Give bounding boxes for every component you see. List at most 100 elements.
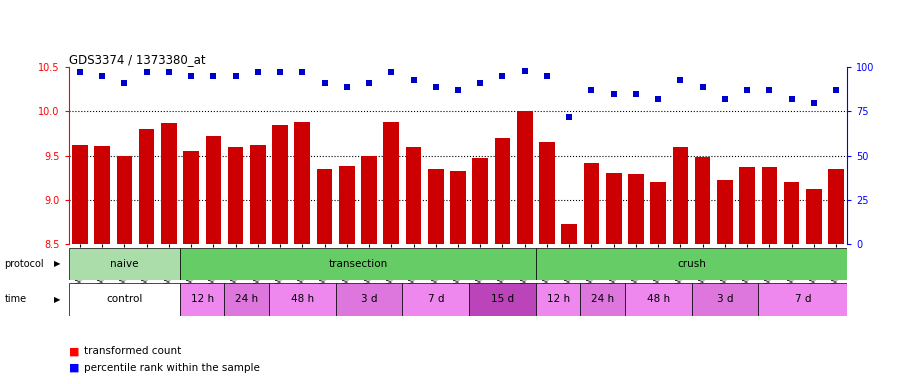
Text: 48 h: 48 h xyxy=(290,294,314,305)
Point xyxy=(184,73,199,79)
Bar xyxy=(540,142,555,244)
Bar xyxy=(517,111,532,244)
Bar xyxy=(94,146,110,244)
Point xyxy=(340,84,354,90)
Bar xyxy=(406,147,421,244)
Point xyxy=(518,68,532,74)
Point xyxy=(584,87,599,93)
Bar xyxy=(581,283,625,316)
Bar xyxy=(361,156,376,244)
Text: naive: naive xyxy=(110,259,138,269)
Bar xyxy=(536,248,847,280)
Point xyxy=(295,70,310,76)
Bar xyxy=(317,169,333,244)
Text: 3 d: 3 d xyxy=(361,294,377,305)
Point xyxy=(317,80,332,86)
Bar xyxy=(294,122,310,244)
Point xyxy=(94,73,109,79)
Bar xyxy=(450,171,465,244)
Point xyxy=(473,80,487,86)
Point xyxy=(651,96,666,102)
Bar xyxy=(69,283,180,316)
Text: GDS3374 / 1373380_at: GDS3374 / 1373380_at xyxy=(69,53,205,66)
Text: ▶: ▶ xyxy=(54,295,60,304)
Point xyxy=(117,80,132,86)
Bar xyxy=(495,138,510,244)
Bar xyxy=(695,157,711,244)
Point xyxy=(740,87,755,93)
Bar xyxy=(183,151,199,244)
Bar xyxy=(672,147,688,244)
Text: control: control xyxy=(106,294,143,305)
Text: 12 h: 12 h xyxy=(191,294,213,305)
Bar xyxy=(269,283,335,316)
Text: 24 h: 24 h xyxy=(591,294,614,305)
Bar xyxy=(335,283,402,316)
Bar xyxy=(339,166,354,244)
Text: crush: crush xyxy=(677,259,706,269)
Text: 7 d: 7 d xyxy=(428,294,444,305)
Bar xyxy=(250,145,266,244)
Point xyxy=(161,70,176,76)
Point xyxy=(250,70,265,76)
Text: transection: transection xyxy=(328,259,387,269)
Point xyxy=(72,70,87,76)
Text: ■: ■ xyxy=(69,363,79,373)
Bar xyxy=(536,283,581,316)
Bar xyxy=(473,158,488,244)
Text: 12 h: 12 h xyxy=(547,294,570,305)
Bar xyxy=(650,182,666,244)
Text: ▶: ▶ xyxy=(54,260,60,268)
Text: protocol: protocol xyxy=(5,259,44,269)
Bar xyxy=(739,167,755,244)
Point xyxy=(139,70,154,76)
Point xyxy=(273,70,288,76)
Point xyxy=(807,99,822,106)
Bar xyxy=(784,182,800,244)
Bar xyxy=(139,129,154,244)
Point xyxy=(628,91,643,97)
Point xyxy=(717,96,732,102)
Text: 24 h: 24 h xyxy=(235,294,258,305)
Point xyxy=(384,70,398,76)
Bar xyxy=(384,122,399,244)
Point xyxy=(784,96,799,102)
Bar xyxy=(180,248,536,280)
Text: 7 d: 7 d xyxy=(794,294,811,305)
Point xyxy=(496,73,510,79)
Text: time: time xyxy=(5,294,27,305)
Text: 48 h: 48 h xyxy=(647,294,670,305)
Bar xyxy=(228,147,244,244)
Point xyxy=(406,76,420,83)
Point xyxy=(451,87,465,93)
Text: percentile rank within the sample: percentile rank within the sample xyxy=(84,363,260,373)
Bar xyxy=(583,162,599,244)
Bar xyxy=(69,248,180,280)
Bar xyxy=(761,167,777,244)
Point xyxy=(540,73,554,79)
Bar xyxy=(717,180,733,244)
Point xyxy=(762,87,777,93)
Bar xyxy=(625,283,692,316)
Bar xyxy=(72,145,88,244)
Text: ■: ■ xyxy=(69,346,79,356)
Bar xyxy=(428,169,443,244)
Text: 15 d: 15 d xyxy=(491,294,514,305)
Bar xyxy=(628,174,644,244)
Bar xyxy=(180,283,224,316)
Bar xyxy=(161,123,177,244)
Bar xyxy=(205,136,221,244)
Bar xyxy=(272,125,288,244)
Point xyxy=(562,114,576,120)
Bar xyxy=(828,169,844,244)
Point xyxy=(228,73,243,79)
Point xyxy=(429,84,443,90)
Bar xyxy=(469,283,536,316)
Bar xyxy=(806,189,822,244)
Point xyxy=(606,91,621,97)
Point xyxy=(206,73,221,79)
Point xyxy=(362,80,376,86)
Point xyxy=(829,87,844,93)
Bar xyxy=(402,283,469,316)
Point xyxy=(673,76,688,83)
